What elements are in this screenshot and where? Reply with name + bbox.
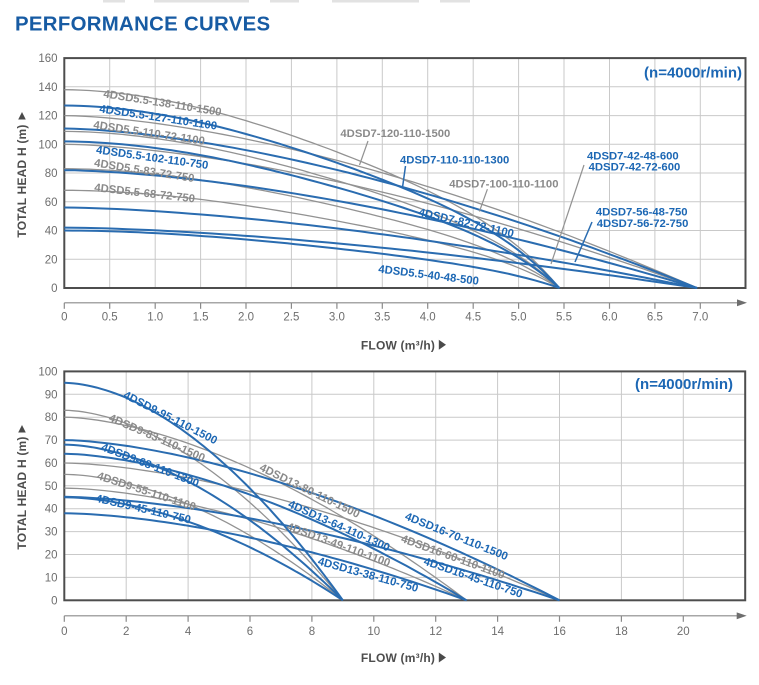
svg-text:4DSD7-56-72-750: 4DSD7-56-72-750 [597,218,689,230]
svg-text:PERFORMANCE CURVES: PERFORMANCE CURVES [15,14,270,36]
svg-text:0: 0 [61,626,67,638]
svg-text:0: 0 [61,312,67,324]
svg-text:TOTAL HEAD H (m): TOTAL HEAD H (m) [15,436,29,549]
svg-text:4.0: 4.0 [420,312,436,324]
svg-text:1.5: 1.5 [193,312,209,324]
svg-text:20: 20 [45,254,58,266]
svg-text:4DSD7-120-110-1500: 4DSD7-120-110-1500 [340,128,450,140]
svg-text:0.5: 0.5 [102,312,118,324]
svg-text:90: 90 [45,389,58,401]
svg-text:1.0: 1.0 [147,312,163,324]
svg-text:TOTAL HEAD H (m): TOTAL HEAD H (m) [15,124,29,237]
svg-text:100: 100 [38,139,57,151]
svg-text:5.0: 5.0 [511,312,527,324]
svg-text:10: 10 [367,626,380,638]
svg-text:40: 40 [45,226,58,238]
svg-text:80: 80 [45,168,58,180]
svg-text:80: 80 [45,412,58,424]
svg-text:4.5: 4.5 [465,312,481,324]
svg-text:6: 6 [247,626,253,638]
svg-text:4DSD7-56-48-750: 4DSD7-56-48-750 [596,207,688,219]
svg-text:0: 0 [51,595,57,607]
svg-text:(n=4000r/min): (n=4000r/min) [644,65,742,82]
svg-text:5.5: 5.5 [556,312,572,324]
svg-text:4DSD7-42-48-600: 4DSD7-42-48-600 [587,150,679,162]
svg-text:2.5: 2.5 [283,312,299,324]
svg-text:20: 20 [677,626,690,638]
svg-text:18: 18 [615,626,628,638]
svg-text:FLOW (m³/h): FLOW (m³/h) [361,338,435,352]
svg-text:70: 70 [45,435,58,447]
svg-text:60: 60 [45,458,58,470]
svg-text:12: 12 [429,626,442,638]
svg-text:3.5: 3.5 [374,312,390,324]
svg-text:4DSD7-42-72-600: 4DSD7-42-72-600 [589,162,681,174]
svg-text:8: 8 [309,626,315,638]
svg-text:2.0: 2.0 [238,312,254,324]
svg-text:60: 60 [45,197,58,209]
svg-text:40: 40 [45,504,58,516]
svg-text:20: 20 [45,550,58,562]
svg-text:0: 0 [51,283,57,295]
svg-text:6.0: 6.0 [602,312,618,324]
svg-text:6.5: 6.5 [647,312,663,324]
svg-text:10: 10 [45,572,58,584]
svg-text:2: 2 [123,626,129,638]
svg-text:14: 14 [491,626,504,638]
svg-text:3.0: 3.0 [329,312,345,324]
svg-text:4DSD7-100-110-1100: 4DSD7-100-110-1100 [449,179,558,191]
svg-text:(n=4000r/min): (n=4000r/min) [635,376,733,393]
svg-text:7.0: 7.0 [692,312,708,324]
svg-text:160: 160 [38,53,57,65]
svg-text:120: 120 [38,111,57,123]
svg-text:4: 4 [185,626,192,638]
svg-text:50: 50 [45,481,58,493]
svg-text:4DSD7-110-110-1300: 4DSD7-110-110-1300 [400,154,509,166]
svg-text:FLOW (m³/h): FLOW (m³/h) [361,651,435,665]
svg-text:30: 30 [45,527,58,539]
svg-text:140: 140 [38,82,57,94]
svg-text:100: 100 [38,366,57,378]
svg-text:16: 16 [553,626,566,638]
